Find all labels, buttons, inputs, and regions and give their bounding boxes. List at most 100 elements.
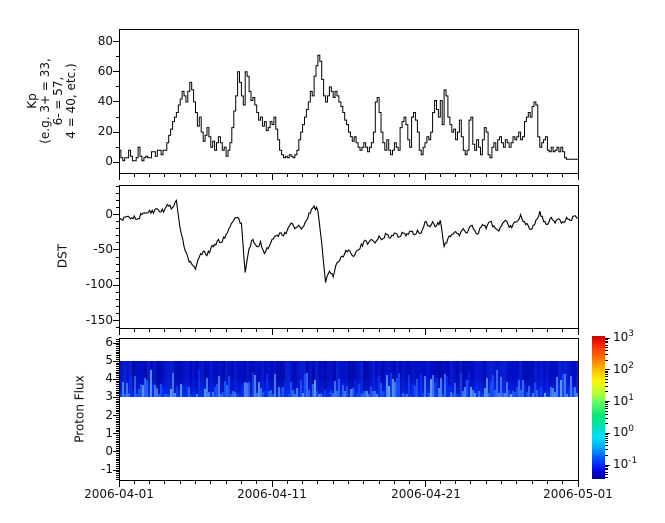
x-tick [363,173,365,177]
spectrogram-streak [482,393,484,397]
spectrogram-streak [204,389,206,397]
y-minor-tick [116,382,119,384]
spectrogram-texture-column [285,361,288,397]
spectrogram-texture-column [255,361,258,397]
spectrogram-texture-column [363,361,366,397]
x-tick [531,480,533,484]
y-minor-tick [116,207,119,208]
spectrogram-texture-column [270,361,273,397]
spectrogram-streak [374,390,376,397]
kp-axis-label: Kp (e.g. 3+ = 33, 6- = 57, 4 = 40, etc.) [25,58,78,144]
spectrogram-streak [414,385,416,397]
y-tick-label: 4 [105,371,113,386]
spectrogram-texture-column [276,361,279,397]
x-tick [516,480,518,484]
y-minor-tick [116,362,119,364]
kp-panel [119,29,579,174]
y-minor-tick [116,460,119,462]
spectrogram-texture-column [549,361,552,397]
x-tick [118,328,120,335]
spectrogram-streak [362,393,364,397]
spectrogram-streak [508,389,510,397]
spectrogram-streak [412,384,414,397]
spectrogram-streak [198,370,200,397]
y-minor-tick [116,313,119,315]
spectrogram-texture-column [489,361,492,397]
spectrogram-texture-column [174,361,177,397]
colorbar-tick [605,464,610,466]
spectrogram-streak [368,393,370,397]
spectrogram-texture-column [522,361,525,397]
spectrogram-streak [560,380,562,397]
spectrogram-streak [548,393,550,397]
spectrogram-streak [504,393,506,397]
spectrogram-texture-column [336,361,339,397]
spectrogram-streak [428,393,430,397]
spectrogram-streak [276,393,278,397]
spectrogram-streak [366,390,368,397]
spectrogram-streak [298,393,300,397]
y-minor-tick [116,474,119,476]
spectrogram-streak [270,389,272,397]
spectrogram-texture-column [369,361,372,397]
x-tick [393,328,395,332]
x-tick [455,328,457,332]
spectrogram-texture-column [576,361,578,397]
spectrogram-streak [324,390,326,397]
spectrogram-streak [288,393,290,397]
colorbar-minor-tick [605,338,608,340]
spectrogram-streak [128,393,130,397]
spectrogram-streak [422,392,424,397]
spectrogram-streak [278,386,280,397]
colorbar-minor-tick [605,359,608,361]
spectrogram-streak [576,392,578,397]
y-minor-tick [116,435,119,437]
spectrogram-streak [336,390,338,397]
spectrogram-streak [212,392,214,397]
spectrogram-texture-column [294,361,297,397]
spectrogram-streak [234,392,236,397]
colorbar-minor-tick [605,376,608,378]
spectrogram-streak [376,393,378,397]
y-minor-tick [116,221,119,223]
spectrogram-streak [384,390,386,397]
spectrogram-streak [258,382,260,397]
y-tick [113,469,119,471]
spectrogram-streak [556,377,558,397]
x-tick [439,173,441,177]
x-tick [485,328,487,332]
y-tick-label: 40 [97,93,113,108]
spectrogram-streak [262,391,264,397]
x-tick [501,173,502,177]
y-minor-tick [116,86,119,88]
spectrogram-texture-column [126,361,129,397]
y-minor-tick [116,424,119,426]
spectrogram-texture-column [456,361,459,397]
spectrogram-streak [486,378,488,397]
spectrogram-streak [570,375,572,397]
spectrogram-streak [488,393,490,397]
spectrogram-streak [396,378,398,397]
spectrogram-texture-column [279,361,282,397]
spectrogram-streak [564,373,566,397]
colorbar-tick-label: 103 [613,329,635,344]
spectrogram-streak [202,393,204,397]
x-tick [378,173,380,177]
x-tick [363,480,365,484]
spectrogram-streak [224,381,226,397]
spectrogram-streak [522,380,524,397]
spectrogram-streak [424,375,426,397]
spectrogram-texture-column [222,361,225,397]
spectrogram-texture-column [450,361,453,397]
spectrogram-texture-column [399,361,402,397]
spectrogram-streak [304,374,306,397]
y-minor-tick [116,199,119,201]
spectrogram-texture-column [573,361,576,397]
spectrogram-texture-column [147,361,150,397]
spectrogram-streak [478,390,480,397]
spectrogram-texture-column [177,361,180,397]
y-minor-tick [116,349,119,351]
x-tick [256,480,258,484]
y-tick [113,71,119,73]
spectrogram-streak [290,381,292,397]
